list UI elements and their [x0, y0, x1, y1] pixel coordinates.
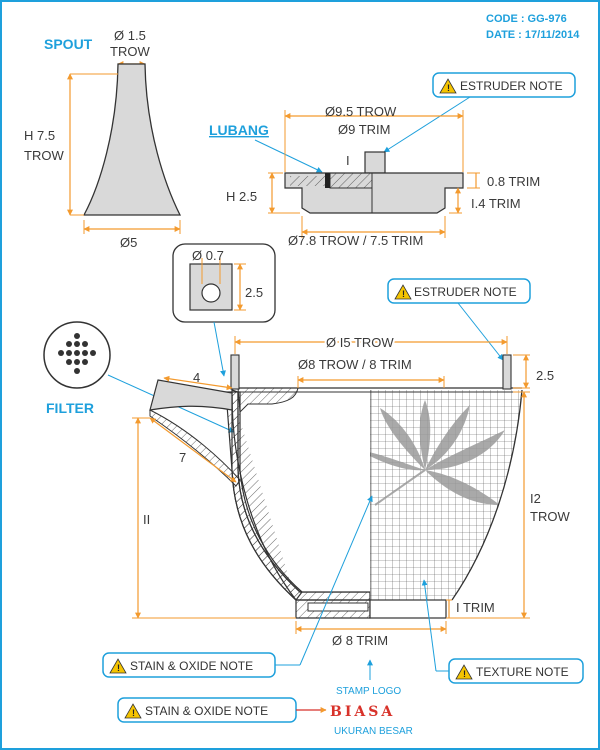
pot-rim-height: 2.5	[536, 368, 554, 383]
lid-view: ! ESTRUDER NOTE LUBANG Ø9.5 TROW Ø9 TRIM…	[209, 72, 576, 248]
spout-shape	[82, 63, 182, 216]
pot-height-left: II	[143, 512, 150, 527]
drawing-code: CODE : GG-976	[486, 13, 567, 25]
lid-top-dia-2: Ø9 TRIM	[338, 122, 391, 137]
leaf-icon	[370, 400, 505, 506]
svg-text:!: !	[463, 669, 466, 679]
pot-height-right-2: TROW	[530, 509, 570, 524]
pot-view: ! ESTRUDER NOTE	[102, 278, 584, 737]
stamp-label: STAMP LOGO	[336, 686, 401, 697]
filter-icon-group: FILTER	[43, 321, 235, 433]
svg-text:!: !	[117, 663, 120, 673]
pot-foot-height: I TRIM	[456, 600, 495, 615]
drawing-date: DATE : 17/11/2014	[486, 29, 580, 41]
svg-text:STAIN & OXIDE NOTE: STAIN & OXIDE NOTE	[145, 704, 268, 718]
lid-top-dia-1: Ø9.5 TROW	[325, 104, 397, 119]
lid-bottom-dia: Ø7.8 TROW / 7.5 TRIM	[288, 233, 423, 248]
filter-height: 2.5	[245, 285, 263, 300]
warning-icon	[439, 78, 457, 94]
pot-base-dia: Ø 8 TRIM	[332, 633, 388, 648]
spout-view: SPOUT Ø 1.5 TROW H 7.5 TROW Ø5	[24, 28, 182, 250]
lid-height: H 2.5	[226, 189, 257, 204]
lid-knob-label: I	[346, 153, 350, 168]
filter-hole	[201, 283, 221, 303]
lid-estruder-note: ! ESTRUDER NOTE	[432, 72, 576, 98]
svg-text:STAIN & OXIDE NOTE: STAIN & OXIDE NOTE	[130, 659, 253, 673]
spout-height-1: H 7.5	[24, 128, 55, 143]
stain-oxide-note-2: ! STAIN & OXIDE NOTE	[117, 697, 297, 723]
spout-height-2: TROW	[24, 148, 64, 163]
texture-note: ! TEXTURE NOTE	[448, 658, 584, 684]
pot-height-right-1: I2	[530, 491, 541, 506]
svg-text:ESTRUDER NOTE: ESTRUDER NOTE	[460, 79, 563, 93]
warning-icon	[394, 284, 412, 300]
filter-hole-detail: Ø 0.7 2.5	[172, 243, 276, 377]
lubang-hole	[325, 173, 330, 188]
stain-oxide-note-1: ! STAIN & OXIDE NOTE	[102, 652, 276, 678]
pot-spout-top: 4	[193, 370, 200, 385]
spout-base-dia: Ø5	[120, 235, 137, 250]
pot-estruder-note: ! ESTRUDER NOTE	[387, 278, 531, 304]
stamp-caption: UKURAN BESAR	[334, 726, 413, 737]
filter-label: FILTER	[46, 400, 94, 416]
lid-rim-thickness: 0.8 TRIM	[487, 174, 540, 189]
pot-spout	[149, 379, 233, 411]
stamp-logo: BIASA	[330, 704, 395, 720]
spout-top-dia-1: Ø 1.5	[114, 28, 146, 43]
svg-text:!: !	[402, 289, 405, 299]
pot-inner-dia: Ø8 TROW / 8 TRIM	[298, 357, 412, 372]
spout-title: SPOUT	[44, 36, 93, 52]
lid-flange-height: I.4 TRIM	[471, 196, 521, 211]
svg-text:TEXTURE NOTE: TEXTURE NOTE	[476, 665, 569, 679]
pot-spout-length: 7	[179, 450, 186, 465]
lubang-label: LUBANG	[209, 122, 269, 138]
pot-top-dia: Ø I5 TROW	[326, 335, 394, 350]
lid-knob	[364, 151, 386, 174]
svg-text:!: !	[447, 83, 450, 93]
warning-icon	[124, 703, 142, 719]
warning-icon	[455, 664, 473, 680]
filter-hole-dia: Ø 0.7	[192, 248, 224, 263]
spout-top-dia-2: TROW	[110, 44, 150, 59]
warning-icon	[109, 658, 127, 674]
svg-text:ESTRUDER NOTE: ESTRUDER NOTE	[414, 285, 517, 299]
svg-text:!: !	[132, 708, 135, 718]
